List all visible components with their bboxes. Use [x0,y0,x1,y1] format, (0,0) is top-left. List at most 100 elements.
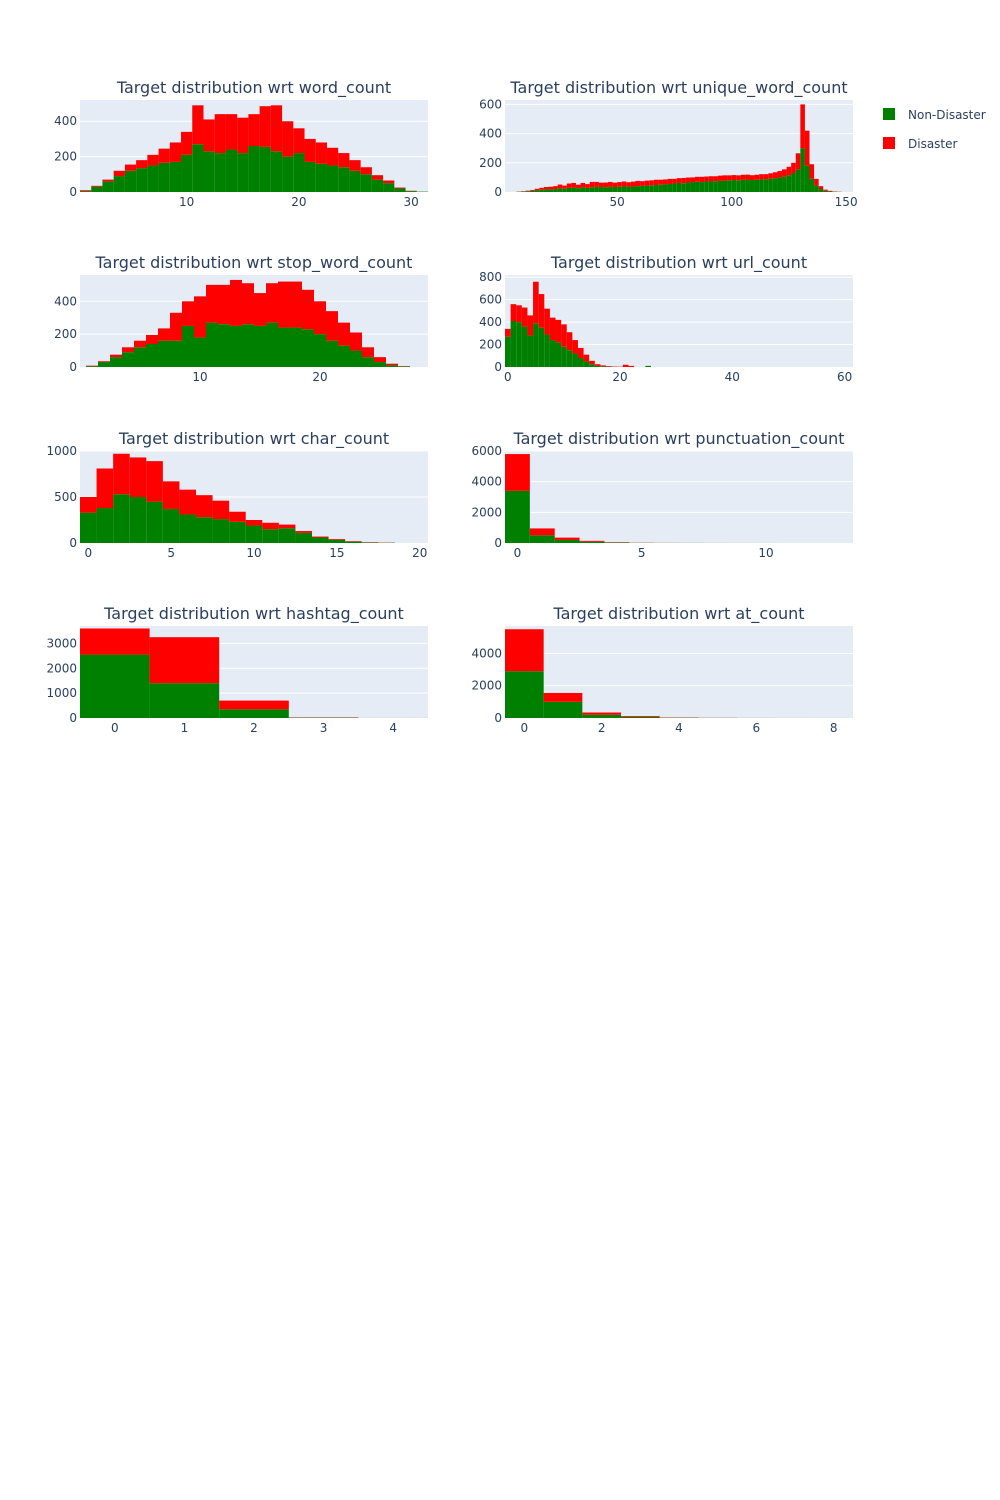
bar [717,175,723,181]
bar [530,190,535,192]
bar [525,191,531,192]
bar [314,301,326,335]
bar [206,322,218,367]
bar [102,181,114,192]
bar [713,181,718,192]
y-tick-label: 0 [494,185,502,199]
bar [772,172,778,179]
bar [621,186,627,192]
bar [293,128,305,154]
bar [699,182,705,192]
bar [521,326,528,367]
bars [86,279,410,367]
subplot-word-count: Target distribution wrt word_count 0 200 40… [54,78,428,209]
bar [505,629,544,672]
bar [608,181,613,187]
bar [644,185,650,192]
bar [594,181,599,187]
bar [245,520,263,526]
bar [229,511,246,522]
bar [295,531,312,533]
bar [170,340,182,367]
bar [626,182,631,187]
bar [626,186,631,192]
subplot-punctuation-count: Target distribution wrt punctuation_coun… [471,429,853,560]
x-tick-label: 100 [720,195,743,209]
bar [645,365,651,367]
bar [270,105,283,152]
bar [290,327,302,367]
subplot-unique-word-count: Target distribution wrt unique_word_coun… [479,78,857,209]
legend-item-disaster[interactable]: Disaster [883,137,958,151]
bar [80,654,150,718]
bar [583,361,590,367]
bar [549,340,556,367]
subplot-grid: Target distribution wrt word_count020040… [46,78,857,735]
bar [809,178,815,192]
bar [600,365,607,367]
bar [304,138,316,162]
bar [122,347,134,353]
bar [516,322,522,367]
legend: Non-Disaster Disaster [883,108,986,151]
bars [80,628,428,718]
bar [548,189,554,192]
bar [527,315,534,336]
x-tick-label: 2 [598,721,606,735]
bar [699,176,705,183]
y-tick-label: 4000 [471,646,502,660]
x-tick-label: 1 [181,721,189,735]
bar [585,184,590,188]
bar [96,468,114,509]
bar [326,165,339,192]
bar [608,186,613,192]
bar [575,188,581,192]
bar [312,536,329,538]
bar [179,489,196,515]
bar [722,180,728,192]
x-tick-label: 10 [192,370,207,384]
bar [527,335,534,367]
bar [248,146,260,192]
bar [782,169,787,177]
legend-item-non-disaster[interactable]: Non-Disaster [883,108,986,122]
bar [218,324,230,367]
bar [248,114,260,146]
y-tick-label: 600 [479,293,502,307]
series-disaster [516,104,842,192]
bar [575,184,581,189]
bar [763,174,769,180]
y-tick-label: 1000 [46,444,77,458]
bar [326,311,338,341]
bar [681,183,686,192]
bar [505,336,511,367]
bar [505,671,544,718]
bar [749,180,755,192]
bar [162,481,180,509]
bar [349,160,361,171]
subplot-title: Target distribution wrt punctuation_coun… [512,429,844,449]
bar [326,340,338,367]
subplot-at-count: Target distribution wrt at_count 0 2000 400… [471,604,853,735]
bar [553,189,558,192]
bar [533,281,539,324]
bar [585,187,590,192]
bar [259,106,271,147]
x-tick-label: 0 [514,546,522,560]
bar [113,170,125,177]
bar [676,178,682,183]
bar [582,714,621,718]
series-non-disaster [80,144,428,192]
bar [543,701,583,718]
bar [562,188,567,192]
bar [704,181,709,192]
y-tick-label: 800 [479,270,502,284]
y-tick-label: 600 [479,97,502,111]
x-tick-label: 6 [753,721,761,735]
bar [529,535,555,543]
bar [146,461,163,502]
subplot-stop-word-count: Target distribution wrt stop_word_count 0… [54,253,428,384]
bar [360,167,372,175]
bar [589,360,595,365]
bar [170,312,182,341]
